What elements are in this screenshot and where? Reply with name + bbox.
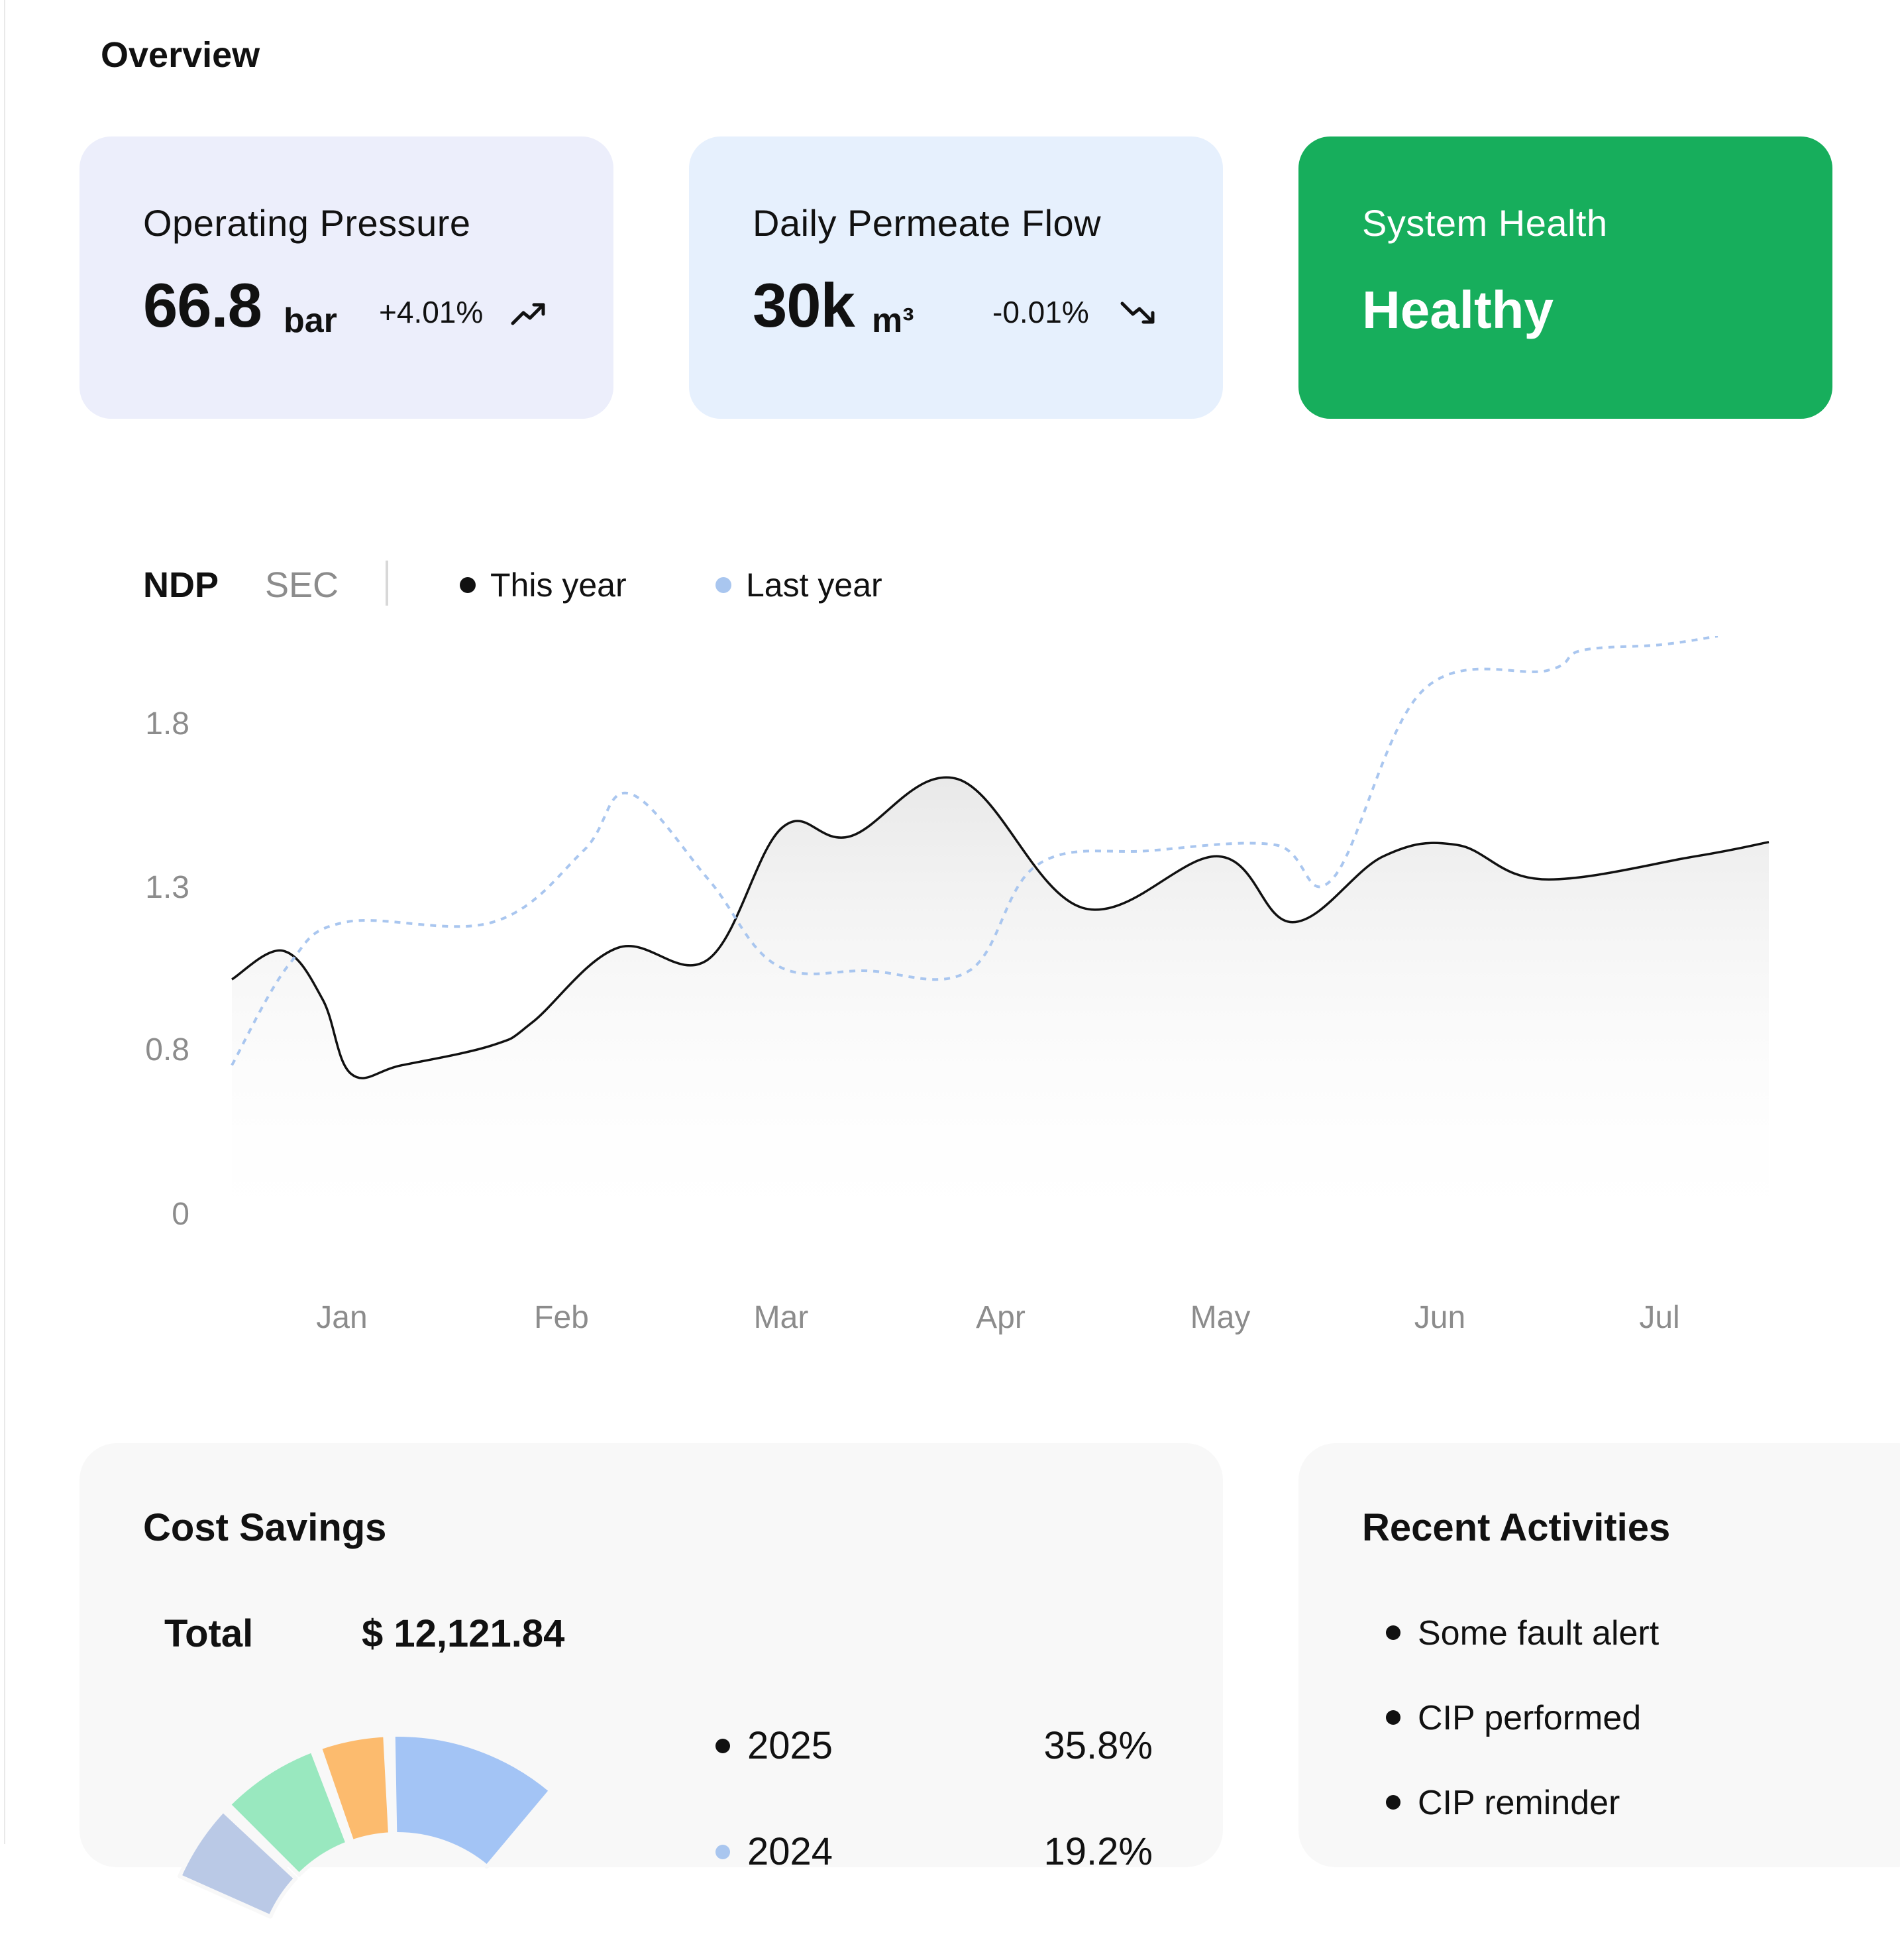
operating-pressure-card[interactable]: Operating Pressure 66.8 bar +4.01% bbox=[79, 136, 613, 419]
total-value: $ 12,121.84 bbox=[362, 1612, 565, 1655]
cost-donut-chart[interactable] bbox=[119, 1695, 649, 1960]
card-change: -0.01% bbox=[992, 295, 1089, 329]
activity-label: CIP performed bbox=[1418, 1699, 1642, 1737]
x-tick-label: Mar bbox=[754, 1300, 809, 1335]
cost-year: 2024 bbox=[747, 1830, 833, 1873]
daily-permeate-flow-card[interactable]: Daily Permeate Flow 30k m³ -0.01% bbox=[689, 136, 1223, 419]
x-tick-label: Jun bbox=[1414, 1300, 1465, 1335]
cost-row-2024: 2024 19.2% bbox=[715, 1829, 1153, 1875]
system-health-card[interactable]: System Health Healthy bbox=[1298, 136, 1832, 419]
bullet-icon bbox=[1386, 1625, 1400, 1641]
activity-item[interactable]: CIP reminder bbox=[1386, 1780, 1620, 1826]
y-tick-label: 0 bbox=[172, 1197, 189, 1232]
legend-dot-icon bbox=[715, 576, 731, 593]
activity-item[interactable]: Some fault alert bbox=[1386, 1610, 1659, 1657]
tab-ndp[interactable]: NDP bbox=[143, 565, 219, 605]
y-tick-label: 1.3 bbox=[145, 870, 189, 905]
donut-slice-2025[interactable] bbox=[391, 1733, 553, 1869]
series-line-this-year[interactable] bbox=[231, 776, 1769, 1079]
y-tick-label: 0.8 bbox=[145, 1032, 189, 1067]
activity-label: CIP reminder bbox=[1418, 1784, 1620, 1822]
x-tick-label: Apr bbox=[976, 1300, 1026, 1335]
card-value: 30k bbox=[753, 270, 855, 340]
x-tick-label: Jul bbox=[1639, 1300, 1679, 1335]
x-tick-label: May bbox=[1190, 1300, 1251, 1335]
bullet-icon bbox=[1386, 1710, 1400, 1725]
y-tick-label: 1.8 bbox=[145, 706, 189, 741]
series-line-last-year[interactable] bbox=[231, 636, 1718, 1066]
ndp-line-chart[interactable]: 1.8 1.3 0.8 0 Jan Feb Mar Apr May Jun Jul bbox=[0, 636, 1900, 1365]
card-title: System Health bbox=[1362, 202, 1608, 244]
donut-slice-orange[interactable] bbox=[317, 1733, 393, 1844]
tab-divider bbox=[386, 561, 388, 606]
x-tick-label: Jan bbox=[316, 1300, 367, 1335]
recent-activities-panel: Recent Activities Some fault alert CIP p… bbox=[1298, 1443, 1900, 1867]
card-unit: m³ bbox=[872, 301, 914, 340]
card-title: Daily Permeate Flow bbox=[753, 202, 1102, 244]
activity-item[interactable]: CIP performed bbox=[1386, 1695, 1641, 1741]
tab-sec[interactable]: SEC bbox=[265, 565, 339, 605]
total-label: Total bbox=[164, 1612, 254, 1655]
trend-up-icon bbox=[511, 303, 545, 325]
card-title: Operating Pressure bbox=[143, 202, 471, 244]
bullet-icon bbox=[1386, 1795, 1400, 1810]
activity-label: Some fault alert bbox=[1418, 1614, 1660, 1653]
page-title: Overview bbox=[101, 35, 260, 75]
cost-year: 2025 bbox=[747, 1724, 833, 1767]
trend-down-icon bbox=[1120, 301, 1155, 324]
health-status: Healthy bbox=[1362, 280, 1554, 339]
panel-title: Cost Savings bbox=[143, 1506, 387, 1549]
cost-percent: 35.8% bbox=[1043, 1724, 1153, 1767]
page-left-border bbox=[4, 0, 5, 1844]
legend-label: This year bbox=[490, 567, 627, 604]
cost-savings-panel: Cost Savings Total $ 12,121.84 2025 35.8… bbox=[79, 1443, 1223, 1919]
card-value: 66.8 bbox=[143, 270, 262, 340]
card-unit: bar bbox=[284, 301, 337, 340]
cost-row-2025: 2025 35.8% bbox=[715, 1723, 1153, 1769]
x-tick-label: Feb bbox=[534, 1300, 589, 1335]
legend-this-year: This year bbox=[460, 562, 627, 608]
cost-percent: 19.2% bbox=[1043, 1830, 1153, 1873]
legend-label: Last year bbox=[746, 567, 882, 604]
legend-dot-icon bbox=[715, 1844, 730, 1859]
legend-dot-icon bbox=[715, 1738, 730, 1753]
panel-title: Recent Activities bbox=[1362, 1506, 1671, 1549]
card-change: +4.01% bbox=[379, 295, 484, 329]
legend-dot-icon bbox=[460, 576, 476, 593]
legend-last-year: Last year bbox=[715, 562, 882, 608]
this-year-area bbox=[232, 777, 1769, 1249]
